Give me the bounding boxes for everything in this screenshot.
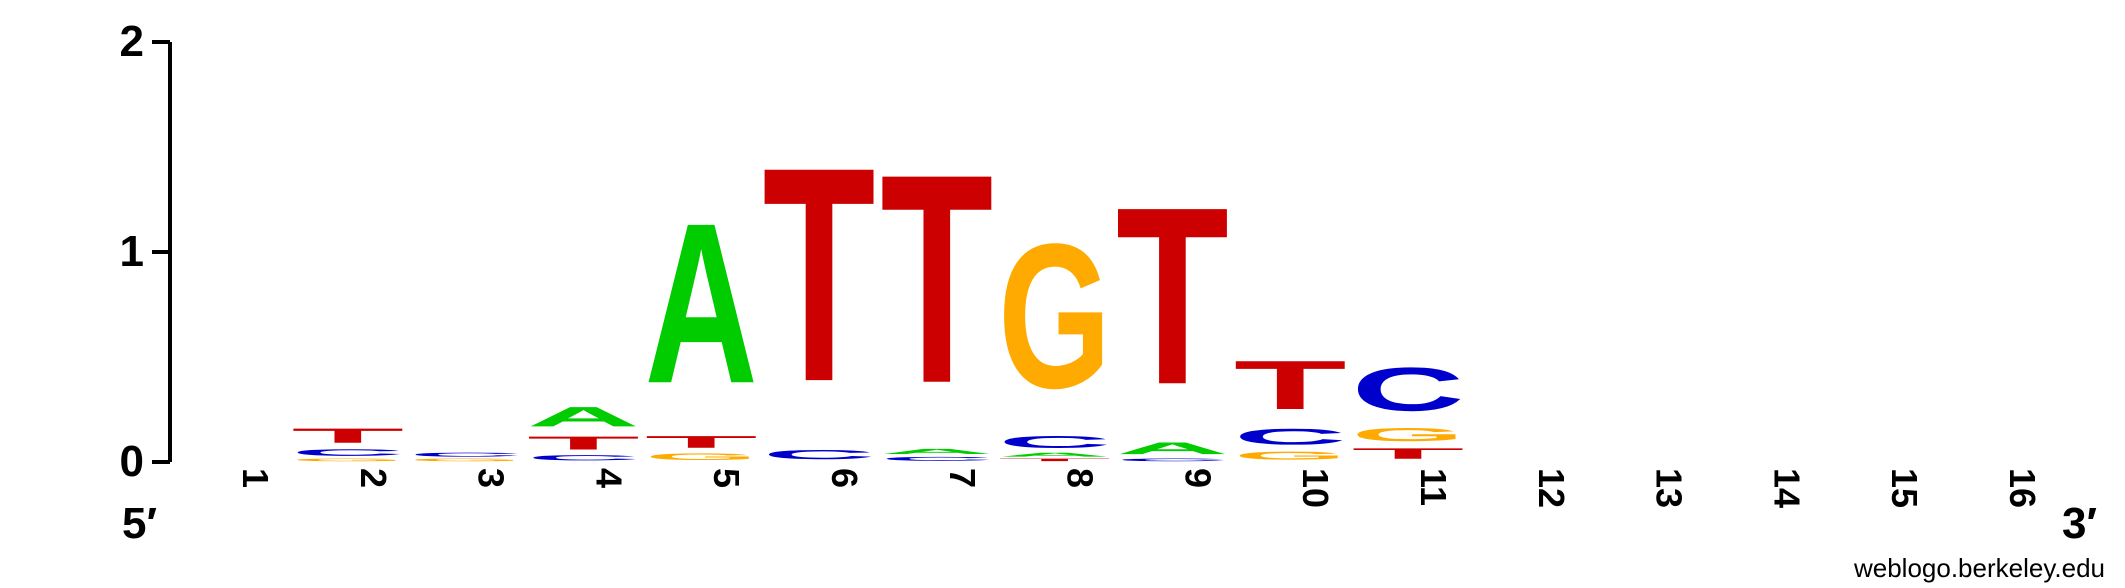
logo-letter-C-pos-4: C	[527, 454, 640, 462]
position-label-6: 6	[824, 468, 865, 488]
three-prime-label: 3′	[2062, 499, 2097, 548]
y-tick-label-2: 2	[120, 17, 144, 66]
logo-letter-A-pos-9: A	[1116, 439, 1229, 458]
logo-letter-T-pos-9: T	[1116, 154, 1229, 437]
position-label-11: 11	[1413, 468, 1454, 506]
position-label-14: 14	[1766, 468, 1807, 508]
y-tick-label-0: 0	[120, 437, 144, 486]
logo-letter-C-pos-10: C	[1234, 424, 1347, 449]
position-label-4: 4	[588, 468, 629, 488]
logo-letter-G-pos-2: G	[291, 458, 404, 462]
logo-letter-C-pos-6: C	[762, 447, 875, 462]
logo-letter-T-pos-10: T	[1234, 346, 1347, 423]
logo-letter-C-pos-9: C	[1116, 458, 1229, 462]
logo-letter-G-pos-5: G	[645, 451, 758, 461]
five-prime-label: 5′	[122, 499, 157, 548]
position-label-3: 3	[471, 468, 512, 488]
position-label-15: 15	[1884, 468, 1925, 508]
logo-letter-G-pos-10: G	[1234, 449, 1347, 462]
logo-letter-T-pos-2: T	[291, 424, 404, 447]
credit-text: weblogo.berkeley.edu	[1853, 553, 2105, 583]
logo-letter-C-pos-11: C	[1352, 355, 1465, 424]
logo-letter-T-pos-6: T	[763, 103, 876, 445]
logo-letter-T-pos-11: T	[1352, 445, 1465, 462]
logo-letter-T-pos-4: T	[527, 433, 640, 454]
logo-letter-T-pos-8: T	[998, 458, 1111, 462]
position-label-16: 16	[2002, 468, 2043, 508]
logo-letter-G-pos-11: G	[1352, 424, 1465, 445]
logo-letter-C-pos-7: C	[880, 456, 993, 462]
position-label-1: 1	[235, 468, 276, 488]
logo-letter-A-pos-5: A	[645, 176, 758, 432]
logo-letter-C-pos-3: C	[409, 452, 522, 458]
logo-letter-C-pos-8: C	[998, 432, 1111, 451]
logo-letter-G-pos-8: G	[998, 201, 1111, 431]
position-label-13: 13	[1649, 468, 1690, 508]
position-label-8: 8	[1060, 468, 1101, 488]
position-label-5: 5	[706, 468, 747, 488]
logo-letter-C-pos-2: C	[291, 447, 404, 457]
logo-letter-T-pos-7: T	[880, 111, 993, 445]
y-tick-label-1: 1	[120, 227, 144, 276]
position-label-12: 12	[1531, 468, 1572, 508]
position-label-2: 2	[353, 468, 394, 488]
logo-letter-A-pos-7: A	[880, 447, 993, 455]
position-label-10: 10	[1295, 468, 1336, 508]
position-label-9: 9	[1177, 468, 1218, 488]
logo-letter-A-pos-8: A	[998, 452, 1111, 458]
logo-letter-A-pos-4: A	[527, 401, 640, 433]
position-label-7: 7	[942, 468, 983, 488]
logo-letter-T-pos-5: T	[645, 432, 758, 451]
logo-letter-G-pos-3: G	[409, 458, 522, 462]
